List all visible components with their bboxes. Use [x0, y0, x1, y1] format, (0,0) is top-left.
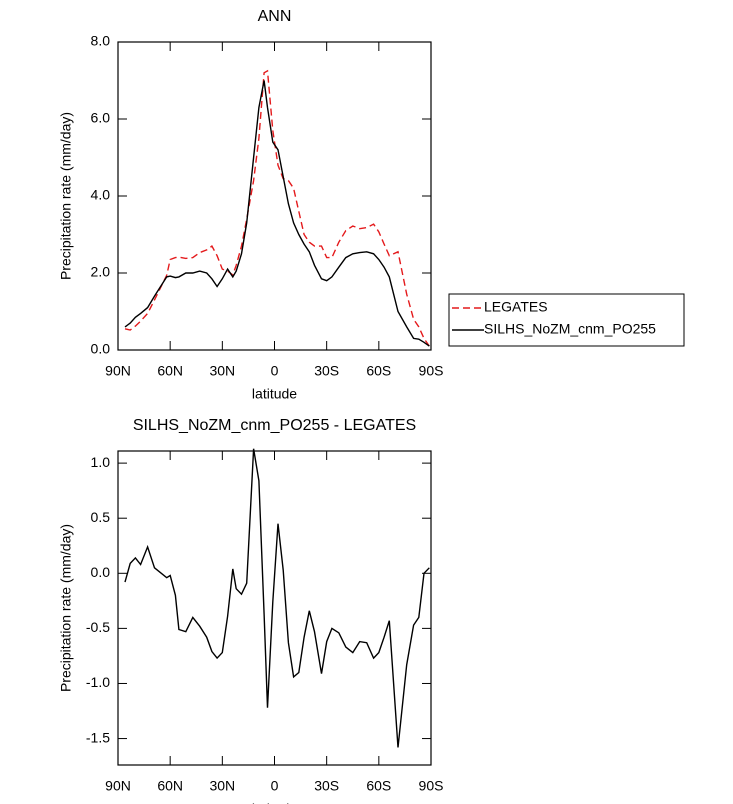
x-tick-label: 90N	[105, 778, 131, 794]
y-tick-label: -1.5	[86, 729, 110, 745]
x-tick-label: 30S	[314, 778, 339, 794]
x-tick-label: 60S	[366, 778, 391, 794]
legend-label: LEGATES	[484, 299, 548, 315]
data-line	[124, 80, 430, 347]
data-line	[124, 69, 430, 347]
x-axis-label: latitude	[252, 386, 297, 402]
chart-title: SILHS_NoZM_cnm_PO255 - LEGATES	[133, 417, 416, 434]
x-tick-label: 60N	[157, 363, 183, 379]
x-tick-label: 90N	[105, 363, 131, 379]
y-tick-label: 0.5	[91, 509, 111, 525]
x-tick-label: 30N	[209, 363, 235, 379]
plot-frame	[117, 450, 432, 766]
data-line	[124, 448, 430, 748]
x-tick-label: 30S	[314, 363, 339, 379]
y-tick-label: 6.0	[91, 110, 111, 126]
y-tick-label: 4.0	[91, 187, 111, 203]
x-axis-label: latitude	[252, 801, 297, 804]
x-tick-label: 60S	[366, 363, 391, 379]
y-tick-label: 0.0	[91, 564, 111, 580]
y-tick-label: 2.0	[91, 264, 111, 280]
x-tick-label: 30N	[209, 778, 235, 794]
y-axis-label: Precipitation rate (mm/day)	[58, 524, 74, 692]
legend-label: SILHS_NoZM_cnm_PO255	[484, 321, 656, 337]
x-tick-label: 90S	[419, 363, 444, 379]
y-axis-label: Precipitation rate (mm/day)	[58, 112, 74, 280]
x-tick-label: 0	[271, 778, 279, 794]
x-tick-label: 90S	[419, 778, 444, 794]
y-tick-label: 0.0	[91, 341, 111, 357]
plot-frame	[117, 41, 432, 351]
chart-title: ANN	[258, 8, 292, 25]
y-tick-label: 1.0	[91, 454, 111, 470]
legend-box	[448, 293, 685, 347]
y-tick-label: -1.0	[86, 674, 110, 690]
x-tick-label: 60N	[157, 778, 183, 794]
x-tick-label: 0	[271, 363, 279, 379]
y-tick-label: -0.5	[86, 619, 110, 635]
y-tick-label: 8.0	[91, 33, 111, 49]
